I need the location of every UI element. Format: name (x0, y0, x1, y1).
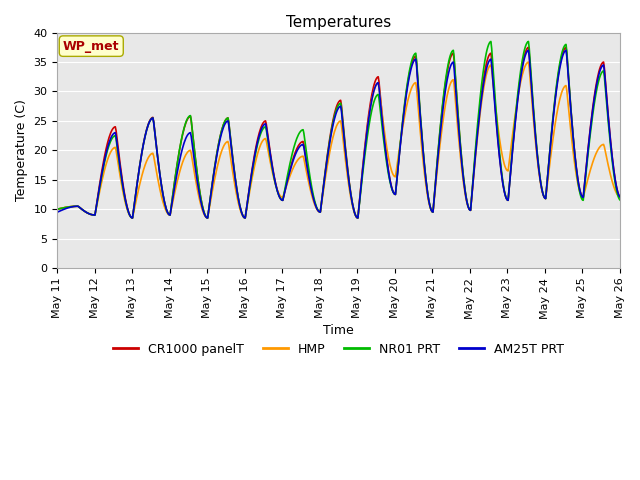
Text: WP_met: WP_met (63, 40, 120, 53)
HMP (122, 201, 129, 206)
NR01 PRT (209, 175, 217, 180)
AM25T PRT (424, 195, 432, 201)
AM25T PRT (562, 48, 570, 53)
NR01 PRT (525, 38, 532, 44)
CR1000 panelT (408, 60, 416, 66)
HMP (180, 157, 188, 163)
HMP (408, 84, 416, 90)
NR01 PRT (129, 215, 136, 221)
HMP (54, 206, 61, 212)
X-axis label: Time: Time (323, 324, 354, 337)
AM25T PRT (54, 209, 61, 215)
CR1000 panelT (64, 204, 72, 210)
CR1000 panelT (122, 196, 129, 202)
AM25T PRT (122, 197, 129, 203)
HMP (424, 197, 432, 203)
CR1000 panelT (562, 45, 570, 50)
CR1000 panelT (616, 194, 624, 200)
NR01 PRT (616, 197, 624, 203)
CR1000 panelT (424, 194, 432, 200)
NR01 PRT (408, 58, 416, 63)
NR01 PRT (180, 128, 188, 133)
AM25T PRT (180, 142, 188, 148)
CR1000 panelT (180, 128, 188, 134)
Line: AM25T PRT: AM25T PRT (58, 50, 620, 218)
AM25T PRT (129, 215, 136, 221)
AM25T PRT (64, 205, 72, 211)
CR1000 panelT (129, 215, 136, 221)
NR01 PRT (424, 194, 432, 200)
NR01 PRT (54, 206, 61, 212)
AM25T PRT (616, 194, 624, 200)
HMP (64, 204, 72, 210)
Line: CR1000 panelT: CR1000 panelT (58, 48, 620, 218)
CR1000 panelT (54, 206, 61, 212)
AM25T PRT (209, 176, 217, 181)
Line: NR01 PRT: NR01 PRT (58, 41, 620, 218)
HMP (209, 184, 217, 190)
HMP (129, 215, 136, 221)
Title: Temperatures: Temperatures (286, 15, 391, 30)
AM25T PRT (408, 63, 416, 69)
HMP (525, 59, 532, 65)
NR01 PRT (64, 204, 72, 210)
Legend: CR1000 panelT, HMP, NR01 PRT, AM25T PRT: CR1000 panelT, HMP, NR01 PRT, AM25T PRT (108, 337, 569, 360)
Line: HMP: HMP (58, 62, 620, 218)
HMP (616, 194, 624, 200)
NR01 PRT (122, 198, 129, 204)
Y-axis label: Temperature (C): Temperature (C) (15, 99, 28, 201)
CR1000 panelT (209, 175, 217, 180)
